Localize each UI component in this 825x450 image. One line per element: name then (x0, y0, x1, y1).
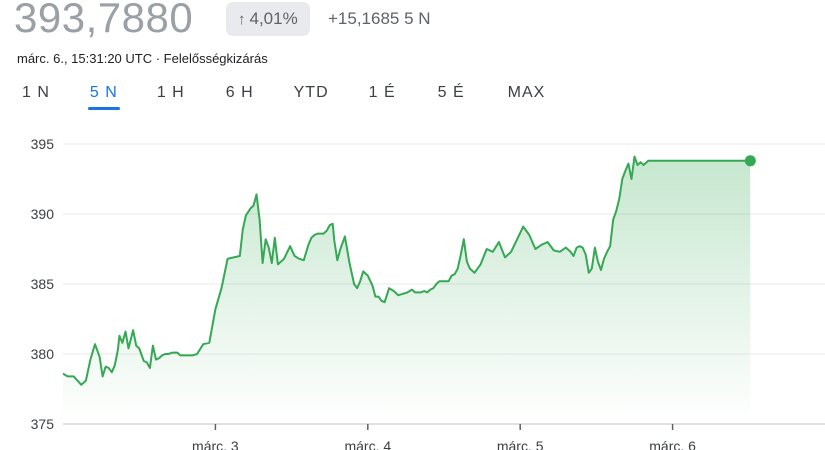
x-tick-label: márc. 4 (344, 438, 391, 450)
price-chart: 375 380 385 390 395 márc. 3 márc. 4 márc. 5 márc… (31, 136, 825, 450)
y-tick-label: 390 (31, 206, 55, 222)
y-tick-label: 375 (31, 416, 55, 432)
tab-5n[interactable]: 5 N (87, 82, 120, 110)
series-area (63, 156, 751, 424)
last-point-marker (744, 155, 756, 167)
x-tick-label: márc. 5 (497, 438, 544, 450)
x-tick-label: márc. 3 (192, 438, 239, 450)
timestamp-disclaimer: márc. 6., 15:31:20 UTC · Felelősségkizár… (17, 51, 268, 66)
y-tick-label: 385 (31, 276, 55, 292)
tab-5e[interactable]: 5 É (437, 84, 465, 101)
tab-1h[interactable]: 1 H (156, 84, 185, 101)
change-absolute: +15,1685 5 N (328, 9, 431, 28)
arrow-up-icon: ↑ (238, 10, 246, 28)
x-tick-label: márc. 6 (649, 438, 696, 450)
change-percent-badge: ↑ 4,01% (226, 2, 310, 36)
series-line (62, 155, 751, 386)
tab-6h[interactable]: 6 H (225, 84, 254, 101)
y-tick-label: 395 (31, 136, 55, 152)
tab-1n[interactable]: 1 N (22, 84, 50, 101)
y-tick-label: 380 (31, 346, 55, 362)
current-price: 393,7880 (14, 0, 194, 41)
tab-ytd[interactable]: YTD (293, 84, 329, 101)
tab-1e[interactable]: 1 É (368, 84, 396, 101)
change-percent-value: 4,01% (249, 9, 298, 28)
tab-max[interactable]: MAX (507, 84, 546, 101)
range-tabs: 1 N 5 N 1 H 6 H YTD 1 É 5 É MAX (22, 82, 545, 110)
